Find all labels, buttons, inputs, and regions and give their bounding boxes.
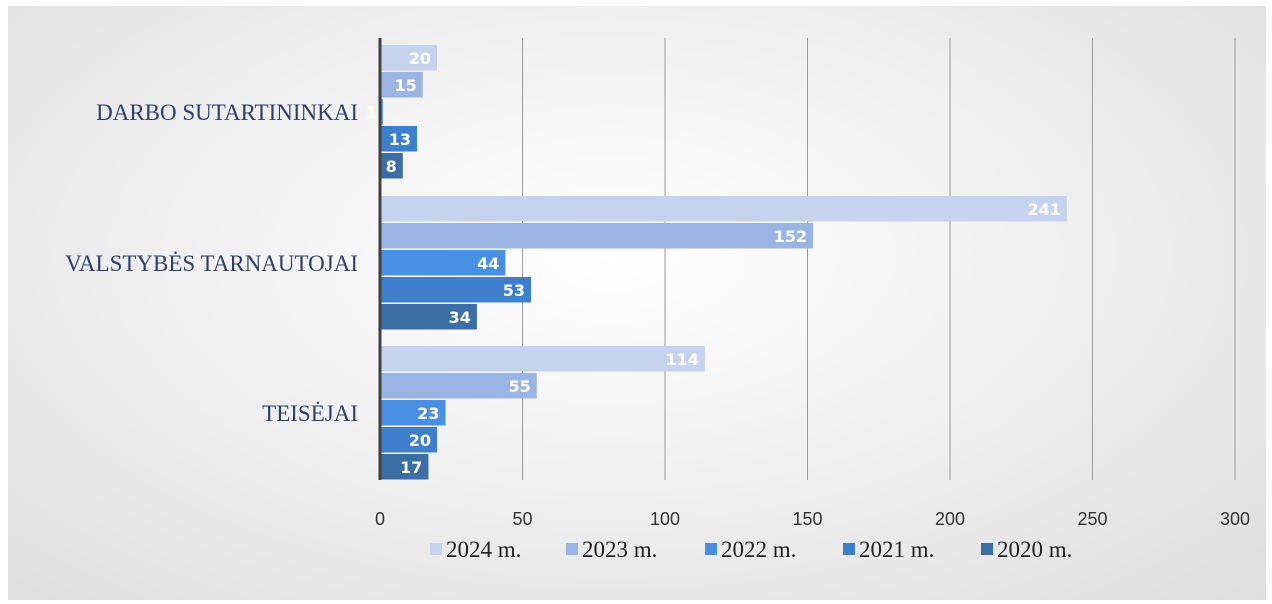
legend-swatch-4: [981, 543, 993, 555]
category-label-0: DARBO SUTARTININKAI: [96, 100, 358, 125]
x-tick-label-250: 250: [1077, 509, 1107, 529]
bar-2-0: [380, 346, 705, 372]
x-tick-label-0: 0: [375, 509, 385, 529]
data-label-2-3: 20: [409, 431, 431, 450]
data-label-1-3: 53: [503, 281, 525, 300]
legend-label-1: 2023 m.: [582, 537, 657, 562]
legend-label-2: 2022 m.: [721, 537, 796, 562]
legend-swatch-2: [705, 543, 717, 555]
data-label-2-1: 55: [508, 377, 530, 396]
category-label-2: TEISĖJAI: [262, 401, 358, 426]
data-label-1-2: 44: [477, 254, 499, 273]
data-label-2-2: 23: [417, 404, 439, 423]
legend-label-4: 2020 m.: [997, 537, 1072, 562]
bar-1-1: [380, 223, 813, 249]
data-label-1-0: 241: [1027, 200, 1060, 219]
x-tick-label-150: 150: [792, 509, 822, 529]
data-label-2-4: 17: [400, 458, 422, 477]
x-tick-label-200: 200: [935, 509, 965, 529]
legend-swatch-3: [843, 543, 855, 555]
bar-1-0: [380, 196, 1067, 222]
data-label-0-1: 15: [394, 76, 416, 95]
x-tick-label-100: 100: [650, 509, 680, 529]
data-label-2-0: 114: [665, 350, 698, 369]
data-label-0-0: 20: [409, 49, 431, 68]
data-label-0-3: 13: [389, 130, 411, 149]
data-label-1-1: 152: [774, 227, 807, 246]
data-label-1-4: 34: [449, 308, 471, 327]
category-label-1: VALSTYBĖS TARNAUTOJAI: [65, 251, 358, 276]
x-tick-label-50: 50: [512, 509, 532, 529]
legend-label-3: 2021 m.: [859, 537, 934, 562]
legend-swatch-0: [430, 543, 442, 555]
legend-swatch-1: [566, 543, 578, 555]
data-label-0-4: 8: [386, 157, 397, 176]
data-label-0-2: 1: [366, 103, 377, 122]
x-tick-label-300: 300: [1220, 509, 1250, 529]
legend-label-0: 2024 m.: [446, 537, 521, 562]
